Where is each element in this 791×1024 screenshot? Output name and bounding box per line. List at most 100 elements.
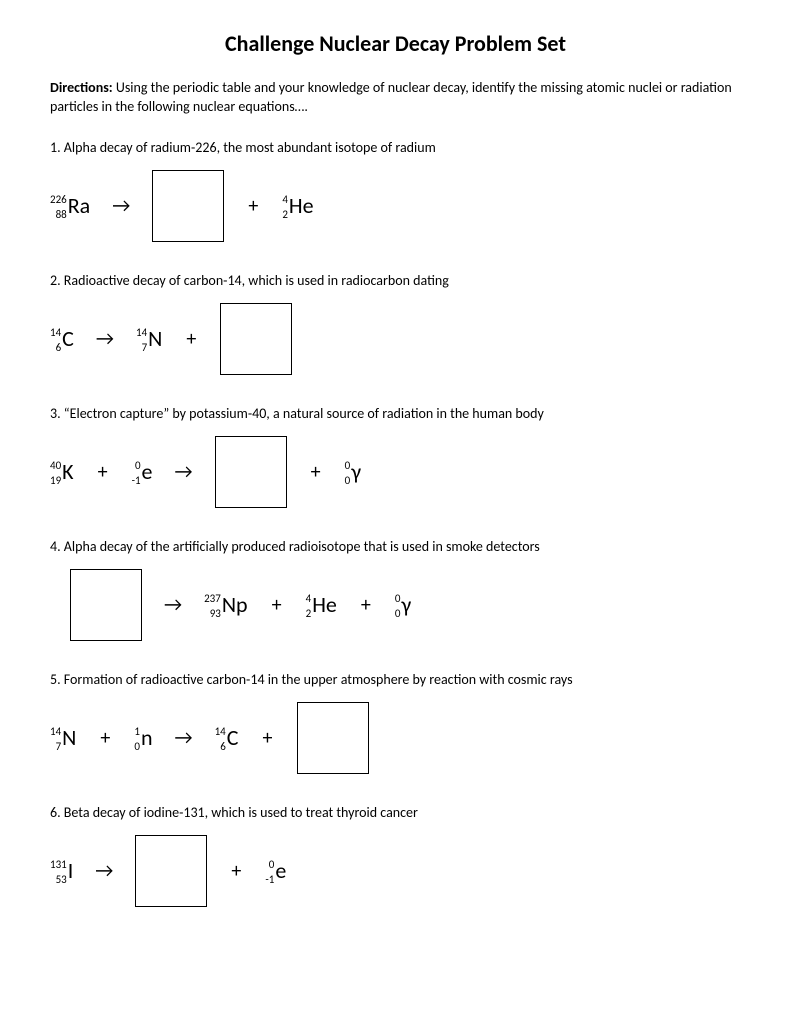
atomic-number: 7 xyxy=(56,741,62,752)
arrow: → xyxy=(95,859,113,883)
plus-operator: + xyxy=(98,726,112,750)
supsub: 0 -1 xyxy=(265,859,274,885)
plus-operator: + xyxy=(261,726,275,750)
supsub: 1 0 xyxy=(134,726,140,752)
mass-number: 1 xyxy=(134,726,140,737)
problem-6-equation: 131 53 I → + 0 -1 e xyxy=(50,835,741,907)
supsub: 0 0 xyxy=(395,593,401,619)
supsub: 14 6 xyxy=(50,327,61,353)
mass-number: 131 xyxy=(50,859,67,870)
mass-number: 14 xyxy=(50,726,61,737)
atomic-number: 7 xyxy=(142,342,148,353)
answer-box[interactable] xyxy=(297,702,369,774)
plus-operator: + xyxy=(270,593,284,617)
problem-2-text: 2. Radioactive decay of carbon-14, which… xyxy=(50,272,741,289)
directions: Directions: Using the periodic table and… xyxy=(50,79,741,117)
element-symbol: Np xyxy=(222,591,248,618)
atomic-number: 93 xyxy=(210,608,221,619)
atomic-number: 2 xyxy=(306,608,312,619)
problem-5-equation: 14 7 N + 1 0 n → 14 6 C + xyxy=(50,702,741,774)
nuclide-neutron: 1 0 n xyxy=(134,724,152,751)
mass-number: 14 xyxy=(50,327,61,338)
atomic-number: 0 xyxy=(134,741,140,752)
supsub: 131 53 xyxy=(50,859,67,885)
plus-operator: + xyxy=(184,327,198,351)
element-symbol: He xyxy=(312,591,337,618)
atomic-number: 6 xyxy=(220,741,226,752)
problem-1-equation: 226 88 Ra → + 4 2 He xyxy=(50,170,741,242)
mass-number: 0 xyxy=(395,593,401,604)
nuclide-np237: 237 93 Np xyxy=(204,591,248,618)
element-symbol: Ra xyxy=(68,192,90,219)
problem-1-text: 1. Alpha decay of radium-226, the most a… xyxy=(50,139,741,156)
element-symbol: N xyxy=(62,724,76,751)
problem-4-equation: → 237 93 Np + 4 2 He + 0 0 γ xyxy=(50,569,741,641)
supsub: 14 7 xyxy=(50,726,61,752)
supsub: 237 93 xyxy=(204,593,221,619)
plus-operator: + xyxy=(309,460,323,484)
atomic-number: 2 xyxy=(282,209,288,220)
nuclide-c14: 14 6 C xyxy=(50,325,74,352)
directions-label: Directions: xyxy=(50,79,113,96)
answer-box[interactable] xyxy=(220,303,292,375)
plus-operator: + xyxy=(229,859,243,883)
problem-3-equation: 40 19 K + 0 -1 e → + 0 0 γ xyxy=(50,436,741,508)
atomic-number: -1 xyxy=(132,475,141,486)
element-symbol: γ xyxy=(351,458,361,485)
mass-number: 40 xyxy=(50,460,61,471)
nuclide-n14: 14 7 N xyxy=(136,325,162,352)
supsub: 0 -1 xyxy=(132,460,141,486)
mass-number: 226 xyxy=(50,194,67,205)
nuclide-electron: 0 -1 e xyxy=(265,857,286,884)
nuclide-n14: 14 7 N xyxy=(50,724,76,751)
atomic-number: 0 xyxy=(395,608,401,619)
plus-operator: + xyxy=(246,194,260,218)
problem-5: 5. Formation of radioactive carbon-14 in… xyxy=(50,671,741,774)
problem-4-text: 4. Alpha decay of the artificially produ… xyxy=(50,538,741,555)
problem-1: 1. Alpha decay of radium-226, the most a… xyxy=(50,139,741,242)
nuclide-electron: 0 -1 e xyxy=(132,458,153,485)
mass-number: 0 xyxy=(135,460,141,471)
problem-3: 3. “Electron capture” by potassium-40, a… xyxy=(50,405,741,508)
element-symbol: C xyxy=(62,325,74,352)
mass-number: 14 xyxy=(136,327,147,338)
atomic-number: -1 xyxy=(265,874,274,885)
answer-box[interactable] xyxy=(152,170,224,242)
problem-4: 4. Alpha decay of the artificially produ… xyxy=(50,538,741,641)
mass-number: 14 xyxy=(215,726,226,737)
supsub: 14 7 xyxy=(136,327,147,353)
problem-2-equation: 14 6 C → 14 7 N + xyxy=(50,303,741,375)
element-symbol: He xyxy=(289,192,314,219)
page-title: Challenge Nuclear Decay Problem Set xyxy=(50,30,741,57)
answer-box[interactable] xyxy=(215,436,287,508)
element-symbol: C xyxy=(227,724,239,751)
nuclide-ra226: 226 88 Ra xyxy=(50,192,90,219)
answer-box[interactable] xyxy=(135,835,207,907)
problem-6: 6. Beta decay of iodine-131, which is us… xyxy=(50,804,741,907)
element-symbol: N xyxy=(148,325,162,352)
plus-operator: + xyxy=(96,460,110,484)
arrow: → xyxy=(175,726,193,750)
atomic-number: 88 xyxy=(56,209,67,220)
problem-5-text: 5. Formation of radioactive carbon-14 in… xyxy=(50,671,741,688)
element-symbol: n xyxy=(141,724,153,751)
element-symbol: e xyxy=(275,857,286,884)
mass-number: 4 xyxy=(282,194,288,205)
nuclide-i131: 131 53 I xyxy=(50,857,73,884)
arrow: → xyxy=(112,194,130,218)
supsub: 0 0 xyxy=(345,460,351,486)
problem-3-text: 3. “Electron capture” by potassium-40, a… xyxy=(50,405,741,422)
element-symbol: I xyxy=(68,857,74,884)
atomic-number: 53 xyxy=(56,874,67,885)
arrow: → xyxy=(175,460,193,484)
arrow: → xyxy=(96,327,114,351)
answer-box[interactable] xyxy=(70,569,142,641)
mass-number: 237 xyxy=(204,593,221,604)
arrow: → xyxy=(164,593,182,617)
nuclide-gamma: 0 0 γ xyxy=(345,458,361,485)
directions-text: Using the periodic table and your knowle… xyxy=(50,79,732,115)
element-symbol: K xyxy=(62,458,73,485)
nuclide-he4: 4 2 He xyxy=(282,192,313,219)
mass-number: 0 xyxy=(269,859,275,870)
atomic-number: 19 xyxy=(50,475,61,486)
